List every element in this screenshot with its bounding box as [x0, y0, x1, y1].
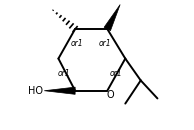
Text: or1: or1	[99, 39, 112, 48]
Text: or1: or1	[110, 69, 123, 78]
Polygon shape	[44, 87, 75, 94]
Polygon shape	[104, 5, 120, 31]
Text: HO: HO	[28, 86, 43, 96]
Text: or1: or1	[71, 39, 83, 48]
Text: or1: or1	[58, 69, 70, 78]
Text: O: O	[106, 90, 114, 100]
